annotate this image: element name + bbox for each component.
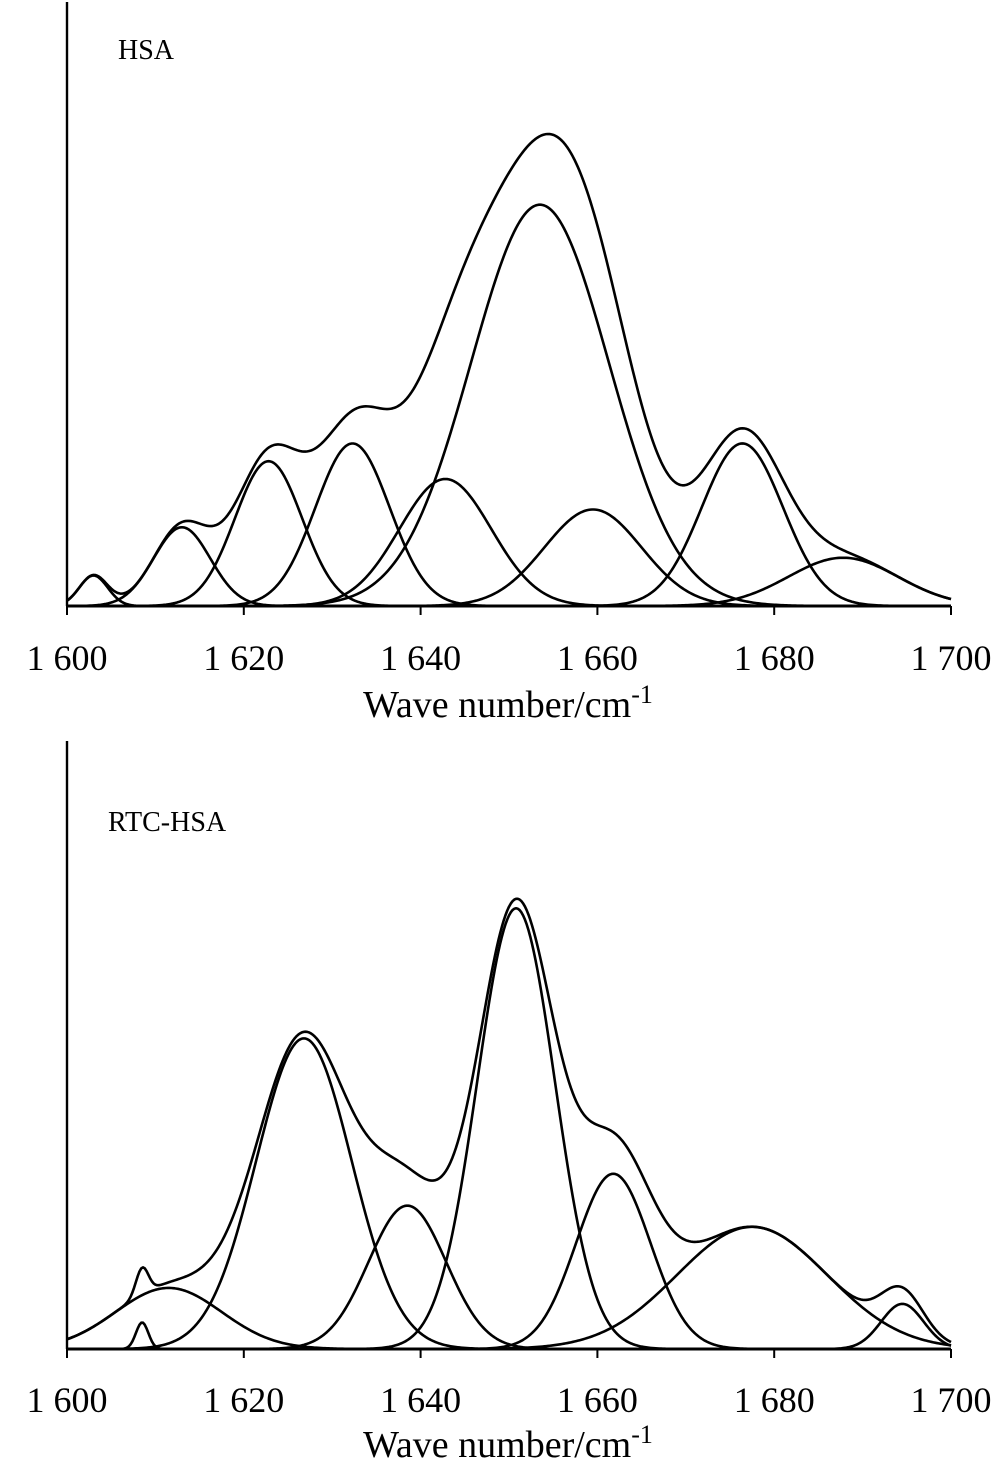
- component-peak-5: [67, 906, 951, 1351]
- component-peak-6: [67, 203, 951, 608]
- x-axis-title: Wave number/cm-1: [363, 1420, 653, 1466]
- x-tick-label: 1 680: [734, 1380, 815, 1420]
- component-peak-9: [67, 556, 952, 608]
- component-peak-3: [67, 1037, 951, 1351]
- x-tick-label: 1 660: [557, 638, 638, 678]
- curves-group: [66, 132, 952, 608]
- x-tick-label: 1 660: [557, 1380, 638, 1420]
- component-peak-2: [66, 525, 951, 608]
- x-axis-title: Wave number/cm-1: [363, 680, 653, 726]
- x-ticks-group: 1 600 1 620 1 640 1 660 1 680 1 700: [27, 606, 992, 678]
- envelope-curve: [66, 132, 952, 602]
- component-peak-1: [66, 574, 951, 608]
- x-tick-label: 1 640: [380, 1380, 461, 1420]
- x-axis-title-superscript: -1: [631, 1420, 653, 1449]
- panel-label: HSA: [118, 35, 175, 66]
- chart-panel-rtc-hsa: RTC-HSA 1 600 1 620 1 640 1 660 1 680 1 700 W…: [27, 741, 992, 1466]
- chart-panel-hsa: HSA 1 600 1 620 1 640 1 660 1 680 1 700 Wave …: [27, 2, 992, 726]
- x-tick-label: 1 600: [27, 638, 108, 678]
- curves-group: [66, 897, 952, 1351]
- component-peak-7: [67, 1225, 952, 1351]
- component-peak-4: [67, 1204, 951, 1351]
- panel-label: RTC-HSA: [108, 807, 227, 838]
- component-peak-6: [67, 1172, 951, 1351]
- component-peak-8: [67, 1302, 952, 1351]
- x-tick-label: 1 600: [27, 1380, 108, 1420]
- x-ticks-group: 1 600 1 620 1 640 1 660 1 680 1 700: [27, 1349, 992, 1420]
- x-axis-title-superscript: -1: [631, 680, 653, 709]
- x-tick-label: 1 700: [911, 1380, 992, 1420]
- x-tick-label: 1 620: [203, 1380, 284, 1420]
- x-tick-label: 1 700: [911, 638, 992, 678]
- x-tick-label: 1 680: [734, 638, 815, 678]
- x-tick-label: 1 640: [380, 638, 461, 678]
- envelope-curve: [66, 897, 952, 1344]
- x-tick-label: 1 620: [203, 638, 284, 678]
